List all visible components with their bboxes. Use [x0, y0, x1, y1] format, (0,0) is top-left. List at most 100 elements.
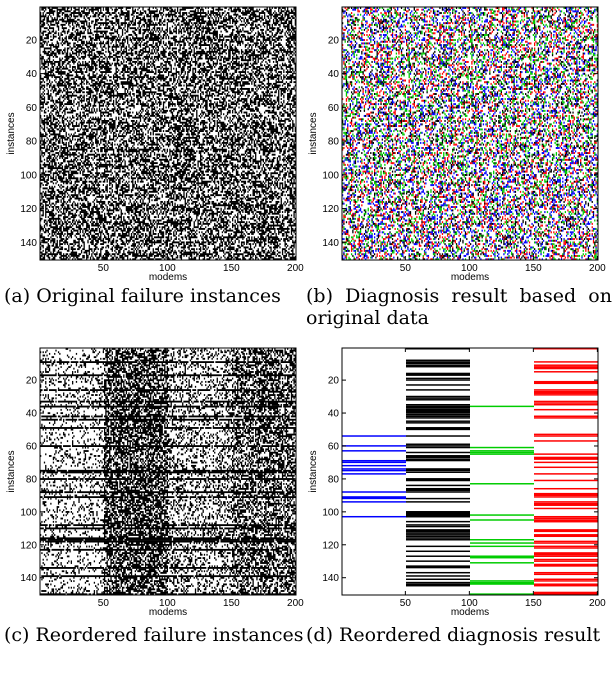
cell-run — [128, 140, 132, 142]
cell-run — [59, 164, 62, 166]
cell-run — [165, 120, 168, 122]
cell-run — [247, 130, 248, 132]
cell-run — [60, 137, 65, 139]
cell-run — [203, 123, 206, 125]
cell-run — [128, 149, 137, 151]
cell-run — [196, 110, 197, 112]
cell-run — [235, 69, 238, 71]
cell-run — [213, 150, 218, 152]
cell-run — [108, 113, 112, 115]
cell-run — [117, 29, 118, 31]
cell-run — [192, 74, 196, 76]
cell-run — [40, 103, 44, 105]
cell-run — [199, 56, 202, 58]
cell-run — [54, 64, 55, 66]
cell-run — [174, 58, 177, 60]
cell-run — [180, 81, 183, 83]
cell-run — [144, 115, 145, 117]
cell-run — [108, 96, 112, 98]
cell-run — [86, 86, 89, 88]
cell-run — [259, 12, 265, 14]
cell-run — [171, 68, 172, 70]
cell-run — [57, 24, 58, 26]
cell-run — [123, 154, 124, 156]
cell-run — [268, 17, 269, 19]
cell-run — [209, 47, 212, 49]
cell-run — [109, 118, 113, 120]
cell-run — [265, 68, 268, 70]
cell-run — [76, 74, 79, 76]
cell-run — [203, 140, 206, 142]
cell-run — [258, 85, 262, 87]
cell-run — [206, 110, 212, 112]
cell-run — [186, 14, 187, 16]
cell-run — [48, 139, 49, 141]
cell-run — [142, 44, 145, 46]
cell-run — [54, 76, 60, 78]
cell-run — [206, 140, 209, 142]
cell-run — [81, 157, 84, 159]
cell-run — [150, 127, 151, 129]
cell-run — [63, 105, 64, 107]
cell-run — [246, 20, 249, 22]
cell-run — [48, 68, 49, 70]
cell-run — [278, 10, 279, 12]
cell-run — [142, 160, 150, 162]
cell-run — [59, 88, 60, 90]
cell-run — [122, 51, 127, 53]
cell-run — [117, 127, 118, 129]
cell-run — [98, 123, 99, 125]
cell-run — [209, 100, 212, 102]
cell-run — [176, 19, 180, 21]
cell-run — [177, 56, 178, 58]
cell-run — [99, 17, 100, 19]
cell-run — [163, 59, 164, 61]
cell-run — [279, 112, 282, 114]
cell-run — [49, 10, 55, 12]
cell-run — [236, 154, 240, 156]
cell-run — [209, 120, 210, 122]
cell-run — [62, 53, 65, 55]
cell-run — [69, 54, 72, 56]
cell-run — [228, 147, 229, 149]
cell-run — [119, 78, 125, 80]
cell-run — [196, 19, 204, 21]
cell-run — [219, 139, 222, 141]
cell-run — [91, 61, 95, 63]
cell-run — [200, 113, 201, 115]
cell-run — [213, 144, 214, 146]
cell-run — [113, 59, 116, 61]
cell-run — [41, 61, 42, 63]
cell-run — [172, 73, 177, 75]
cell-run — [282, 166, 283, 168]
cell-run — [226, 132, 227, 134]
cell-run — [96, 47, 97, 49]
cell-run — [86, 88, 91, 90]
cell-run — [169, 44, 173, 46]
cell-run — [197, 24, 198, 26]
cell-run — [59, 103, 63, 105]
cell-run — [112, 9, 113, 11]
cell-run — [260, 95, 261, 97]
cell-run — [119, 120, 122, 122]
cell-run — [177, 24, 180, 26]
cell-run — [188, 127, 189, 129]
cell-run — [80, 154, 84, 156]
cell-run — [116, 74, 119, 76]
cell-run — [135, 157, 139, 159]
cell-run — [236, 26, 237, 28]
cell-run — [160, 53, 165, 55]
cell-run — [76, 113, 79, 115]
cell-run — [226, 17, 227, 19]
cell-run — [283, 56, 284, 58]
cell-run — [242, 29, 243, 31]
cell-run — [141, 139, 144, 141]
cell-run — [290, 171, 294, 173]
cell-run — [222, 91, 225, 93]
cell-run — [249, 140, 250, 142]
cell-run — [92, 132, 95, 134]
cell-run — [87, 171, 91, 173]
cell-run — [245, 49, 248, 51]
cell-run — [117, 105, 120, 107]
cell-run — [260, 120, 261, 122]
